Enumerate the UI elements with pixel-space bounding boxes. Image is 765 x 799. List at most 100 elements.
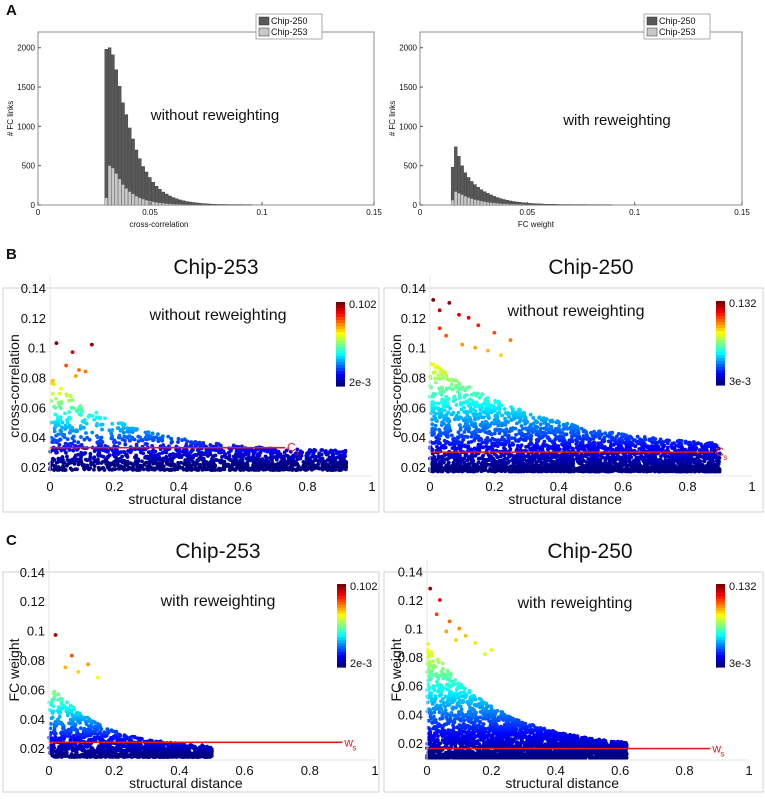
scatter-point	[101, 465, 106, 470]
scatter-point	[440, 397, 445, 402]
bar-chip-253	[155, 202, 159, 206]
bar-chip-253	[144, 200, 149, 206]
scatter-point	[118, 450, 123, 455]
scatter-point	[430, 417, 434, 422]
scatter-point	[441, 443, 446, 448]
scatter-point	[506, 438, 511, 443]
scatter-point	[439, 410, 444, 415]
scatter-point	[642, 435, 647, 439]
scatter-point	[56, 415, 60, 419]
scatter-point	[116, 426, 121, 430]
scatter-point	[499, 421, 504, 426]
scatter-point	[87, 437, 92, 442]
scatter-point	[537, 415, 542, 420]
scatter-point	[136, 439, 141, 444]
scatter-point	[99, 435, 104, 440]
scatter-point	[505, 410, 510, 415]
scatter-point	[517, 428, 522, 433]
scatter-point	[466, 429, 471, 434]
scatter-point	[150, 431, 155, 436]
scatter-point	[460, 342, 465, 347]
bar-chip-250	[178, 199, 182, 206]
scatter-point	[649, 444, 654, 449]
x-tick-label: 0.05	[520, 208, 536, 217]
scatter-point	[541, 416, 546, 421]
scatter-point	[581, 458, 586, 463]
x-tick-label: 1	[748, 479, 755, 494]
scatter-point	[50, 378, 55, 383]
scatter-point	[699, 447, 704, 452]
scatter-point	[169, 436, 174, 441]
threshold-label: C	[715, 445, 724, 459]
colorbar-segment	[716, 334, 725, 338]
bar-chip-250	[144, 171, 149, 206]
scatter-point	[154, 435, 159, 440]
y-tick-label: 0.12	[401, 311, 426, 326]
scatter-point	[119, 421, 123, 426]
scatter-point	[68, 466, 73, 471]
scatter-point	[128, 465, 133, 470]
scatter-point	[62, 432, 67, 437]
scatter-point	[492, 452, 497, 456]
scatter-point	[170, 439, 174, 444]
scatter-point	[188, 443, 193, 448]
scatter-point	[507, 459, 511, 464]
bar-chip-253	[457, 193, 461, 206]
scatter-point	[459, 433, 464, 438]
scatter-point	[638, 437, 643, 442]
colorbar-segment	[716, 307, 725, 311]
scatter-point	[107, 453, 112, 458]
scatter-point	[52, 404, 57, 409]
scatter-point	[480, 420, 485, 425]
colorbar-segment	[336, 368, 345, 372]
scatter-point	[549, 424, 554, 429]
scatter-point	[329, 448, 333, 453]
scatter-point	[523, 426, 528, 431]
scatter-point	[603, 431, 607, 436]
scatter-point	[343, 448, 348, 453]
colorbar-segment	[336, 317, 345, 321]
scatter-point	[477, 395, 482, 400]
scatter-point	[317, 451, 322, 456]
scatter-point	[163, 448, 168, 453]
x-tick-label: 0.15	[366, 208, 382, 217]
scatter-point	[492, 330, 497, 335]
scatter-point	[175, 466, 179, 471]
colorbar-segment	[716, 328, 725, 332]
scatter-point	[185, 457, 190, 462]
scatter-point	[500, 435, 505, 440]
scatter-point	[164, 455, 169, 459]
bar-chip-250	[154, 185, 159, 206]
scatter-point	[533, 419, 538, 423]
bar-chip-253	[512, 204, 516, 206]
scatter-point	[445, 377, 450, 382]
bar-chip-253	[463, 196, 467, 206]
scatter-point	[447, 300, 452, 305]
scatter-point	[124, 452, 129, 457]
scatter-point	[433, 370, 437, 374]
scatter-point	[63, 411, 67, 416]
bar-chip-253	[476, 200, 480, 206]
bar-chip-250	[171, 197, 176, 206]
scatter-point	[459, 400, 463, 405]
scatter-point	[456, 390, 460, 394]
y-tick-label: 0.04	[401, 430, 426, 445]
scatter-point	[58, 437, 63, 442]
scatter-point	[77, 412, 82, 417]
scatter-point	[316, 465, 320, 470]
scatter-point	[54, 396, 58, 401]
scatter-point	[59, 386, 63, 391]
scatter-point	[100, 422, 105, 427]
scatter-point	[201, 456, 206, 461]
colorbar-segment	[716, 301, 725, 305]
scatter-point	[465, 409, 469, 414]
scatter-point	[694, 446, 699, 450]
x-tick-label: 0.4	[170, 479, 188, 494]
scatter-point	[576, 429, 581, 434]
annotation-label: without reweighting	[507, 303, 645, 320]
y-tick-label: 500	[404, 162, 418, 171]
scatter-point	[432, 455, 437, 459]
colorbar-segment	[716, 313, 725, 317]
scatter-point	[73, 374, 78, 378]
scatter-point	[510, 426, 515, 430]
